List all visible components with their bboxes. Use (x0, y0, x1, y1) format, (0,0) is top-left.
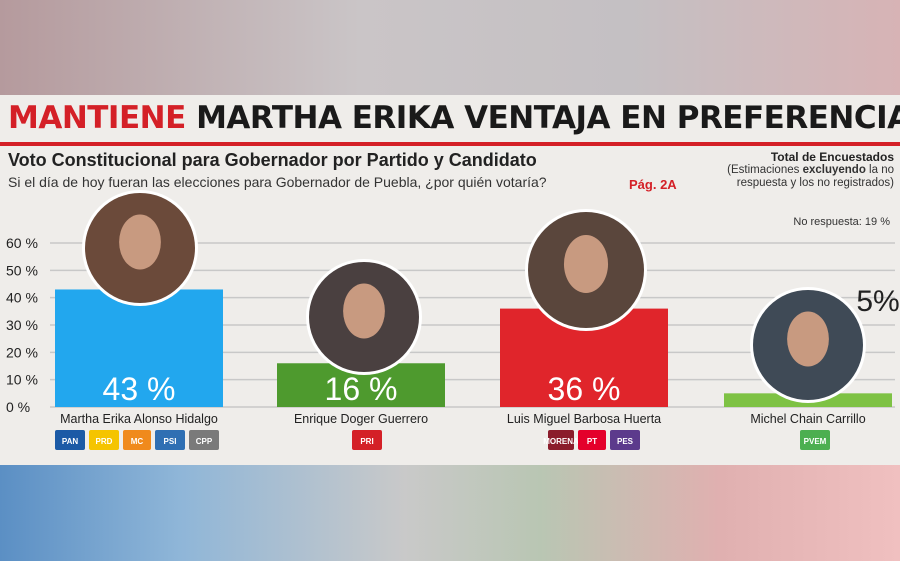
party-logo (800, 430, 830, 450)
survey-question: Si el día de hoy fueran las elecciones p… (8, 174, 547, 190)
y-tick-label: 40 % (6, 290, 38, 306)
category-label: Martha Erika Alonso Hidalgo (60, 412, 218, 426)
party-logo-text: PAN (62, 437, 79, 446)
category-label: Luis Miguel Barbosa Huerta (507, 412, 661, 426)
party-logo (189, 430, 219, 450)
party-logo (352, 430, 382, 450)
y-tick-label: 20 % (6, 344, 38, 360)
candidate-face (343, 283, 385, 339)
total-title: Total de Encuestados (770, 150, 894, 164)
page-reference: Pág. 2A (629, 177, 677, 192)
party-logo (155, 430, 185, 450)
category-label: Enrique Doger Guerrero (294, 412, 428, 426)
background-top (0, 0, 900, 95)
party-logo-text: MORENA (543, 437, 579, 446)
headline-black: MARTHA ERIKA VENTAJA EN PREFERENCIAS (196, 100, 900, 136)
total-note-before: (Estimaciones (727, 164, 803, 176)
party-logo-text: PRD (96, 437, 113, 446)
party-logo (578, 430, 606, 450)
party-logo (89, 430, 119, 450)
bar (55, 289, 223, 407)
party-logo (55, 430, 85, 450)
background-bottom (0, 465, 900, 561)
candidate-face (119, 214, 161, 270)
data-label: 16 % (325, 371, 398, 407)
party-logo (123, 430, 151, 450)
candidate-face (563, 235, 609, 293)
party-logo (548, 430, 574, 450)
party-logo (610, 430, 640, 450)
y-tick-label: 60 % (6, 235, 38, 251)
chart-subtitle: Voto Constitucional para Gobernador por … (8, 150, 537, 170)
category-label: Michel Chain Carrillo (750, 412, 865, 426)
party-logo-text: MC (131, 437, 144, 446)
no-response-note: No respuesta: 19 % (793, 216, 890, 228)
party-logo-text: PRI (360, 437, 373, 446)
y-tick-label: 30 % (6, 317, 38, 333)
bar-chart: 0 % 10 % 20 % 30 % 40 % 50 % 60 % 43 % 16 % 36 % 5… (6, 190, 900, 450)
total-note-bold: excluyendo (802, 164, 866, 176)
party-logo-text: PES (617, 437, 634, 446)
party-logo-text: PSI (164, 437, 177, 446)
party-logo-text: PT (587, 437, 597, 446)
party-logo-text: CPP (196, 437, 213, 446)
party-logo-text: PVEM (804, 437, 827, 446)
total-note: (Estimaciones excluyendo la no respuesta… (704, 164, 894, 190)
headline-red: MANTIENE (8, 100, 186, 136)
data-label: 36 % (548, 371, 621, 407)
y-tick-label: 10 % (6, 372, 38, 388)
y-tick-label: 0 % (6, 399, 30, 415)
headline-rule (0, 142, 900, 146)
data-label: 5% (856, 285, 899, 318)
total-note-after: la no respuesta y los no registrados) (736, 164, 894, 189)
y-tick-label: 50 % (6, 262, 38, 278)
candidate-face (787, 311, 829, 367)
data-label: 43 % (103, 371, 176, 407)
headline: MANTIENE MARTHA ERIKA VENTAJA EN PREFERE… (8, 100, 900, 136)
